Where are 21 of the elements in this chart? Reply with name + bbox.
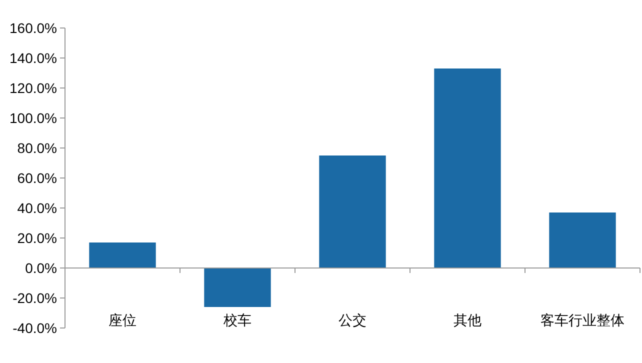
y-tick-label: 60.0% [17,170,57,186]
y-tick-label: 80.0% [17,140,57,156]
y-tick-label: 20.0% [17,230,57,246]
x-tick-label: 座位 [108,312,136,328]
bar [549,212,616,268]
y-tick-label: -20.0% [12,290,57,306]
x-tick-label: 校车 [222,312,252,328]
y-tick-label: 0.0% [25,260,57,276]
bar [319,156,386,268]
bar [204,268,271,307]
y-tick-label: 40.0% [17,200,57,216]
x-tick-label: 其他 [454,312,482,328]
y-tick-label: 160.0% [10,20,57,36]
y-tick-label: -40.0% [12,320,57,336]
x-tick-label: 客车行业整体 [540,312,624,328]
y-tick-label: 120.0% [10,80,57,96]
y-tick-label: 140.0% [10,50,57,66]
bar [434,68,501,268]
y-tick-label: 100.0% [10,110,57,126]
bar [89,242,156,268]
x-tick-label: 公交 [338,312,366,328]
